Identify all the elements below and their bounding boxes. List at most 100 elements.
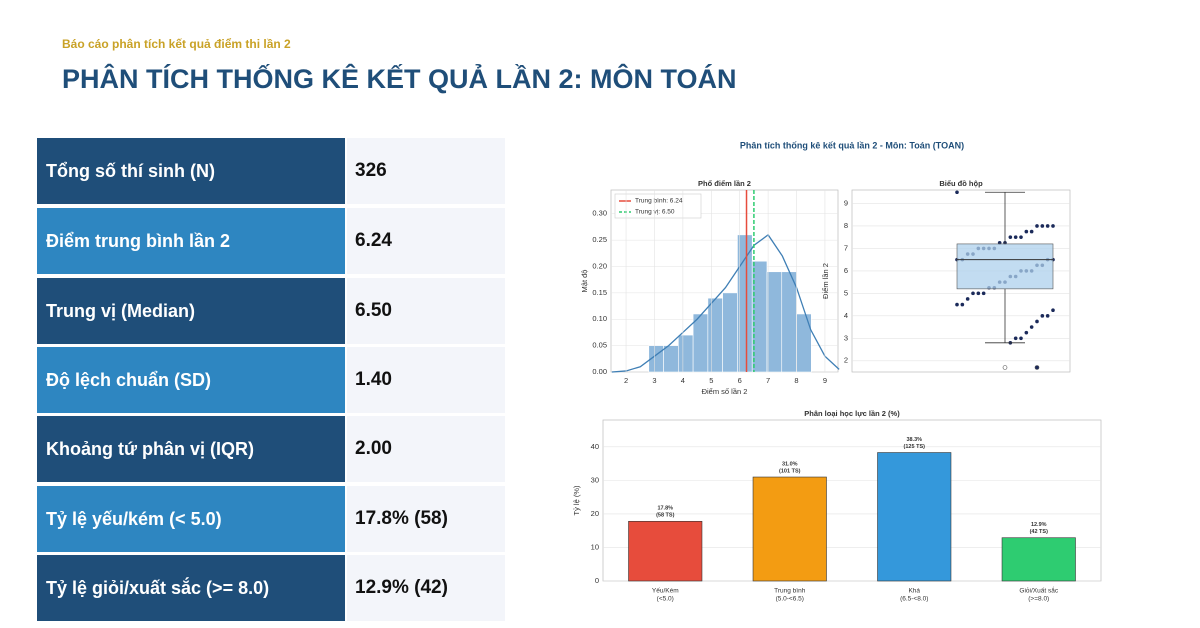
x-tick-label: Khá — [908, 588, 920, 595]
y-tick-label: 0.15 — [592, 288, 607, 297]
label-cell: Trung vị (Median) — [37, 278, 345, 344]
table-row: Khoảng tứ phân vị (IQR) 2.00 — [37, 416, 505, 482]
count-label: (58 TS) — [656, 513, 675, 519]
bar — [663, 345, 679, 373]
value-cell: 6.24 — [347, 208, 505, 274]
table-row: Độ lệch chuẩn (SD) 1.40 — [37, 347, 505, 413]
count-label: (42 TS) — [1030, 529, 1049, 535]
y-tick-label: 20 — [591, 509, 599, 518]
x-tick-sublabel: (6.5-<8.0) — [900, 596, 928, 603]
table-row: Tỷ lệ yếu/kém (< 5.0) 17.8% (58) — [37, 486, 505, 552]
y-tick-label: 0.00 — [592, 367, 607, 376]
x-tick-label: 5 — [709, 376, 713, 385]
box — [956, 243, 1054, 290]
y-axis-label: Điểm lần 2 — [821, 263, 830, 299]
point — [1035, 319, 1039, 324]
outlier — [1002, 365, 1008, 370]
table-row: Trung vị (Median) 6.50 — [37, 278, 505, 344]
point — [955, 302, 959, 307]
count-label: (125 TS) — [904, 444, 926, 450]
bar — [752, 476, 827, 582]
value-cell: 12.9% (42) — [347, 555, 505, 621]
point — [965, 297, 970, 301]
bar — [692, 313, 709, 373]
point — [1008, 235, 1013, 239]
label-cell: Điểm trung bình lần 2 — [37, 208, 345, 274]
point — [1019, 235, 1023, 239]
point — [1013, 336, 1018, 341]
value-label: 31.0% — [782, 461, 798, 467]
x-tick-label: 2 — [624, 376, 628, 385]
kde-line — [611, 233, 840, 373]
value-cell: 17.8% (58) — [347, 486, 505, 552]
x-axis-label: Điểm số lần 2 — [702, 387, 748, 396]
x-tick-label: Trung bình — [774, 588, 806, 595]
legend-label: Trung vị: 6.50 — [635, 209, 675, 216]
value-label: 17.8% — [657, 506, 673, 512]
y-axis-label: Tỷ lệ (%) — [572, 485, 581, 516]
value-label: 12.9% — [1031, 522, 1047, 528]
bar — [766, 271, 783, 373]
point — [981, 291, 986, 296]
chart-title: Phân loại học lực lần 2 (%) — [804, 409, 900, 418]
label-cell: Khoảng tứ phân vị (IQR) — [37, 416, 345, 482]
count-label: (101 TS) — [779, 468, 801, 474]
point — [1035, 224, 1039, 228]
point — [1051, 224, 1055, 228]
point — [960, 302, 965, 307]
x-tick-label: Giỏi/Xuất sắc — [1019, 586, 1058, 595]
value-label: 38.3% — [906, 437, 922, 443]
point — [1040, 314, 1045, 318]
legend-box — [614, 193, 702, 219]
y-tick-label: 6 — [844, 266, 848, 275]
label-cell: Tỷ lệ giỏi/xuất sắc (>= 8.0) — [37, 555, 345, 621]
y-tick-label: 0.30 — [592, 209, 607, 218]
y-tick-label: 0.05 — [592, 341, 607, 350]
table-row: Tỷ lệ giỏi/xuất sắc (>= 8.0) 12.9% (42) — [37, 555, 505, 621]
x-tick-sublabel: (5.0-<6.5) — [776, 596, 804, 603]
bar — [628, 520, 703, 582]
y-tick-label: 0.20 — [592, 261, 607, 270]
bar — [1001, 537, 1076, 582]
y-tick-label: 9 — [844, 198, 848, 207]
bar — [781, 271, 797, 373]
chart-title: Phổ điểm lần 2 — [698, 179, 751, 188]
y-tick-label: 0 — [595, 576, 599, 585]
point — [1013, 235, 1018, 239]
label-cell: Độ lệch chuẩn (SD) — [37, 347, 345, 413]
point — [1040, 224, 1045, 228]
y-tick-label: 3 — [844, 333, 848, 342]
value-cell: 1.40 — [347, 347, 505, 413]
bar — [678, 334, 694, 373]
x-tick-label: 7 — [766, 376, 770, 385]
y-tick-label: 0.10 — [592, 314, 607, 323]
x-tick-sublabel: (>=8.0) — [1028, 596, 1049, 603]
point — [1019, 336, 1023, 341]
y-tick-label: 2 — [844, 356, 848, 365]
x-tick-label: Yếu/Kém — [652, 586, 679, 595]
label-cell: Tổng số thí sinh (N) — [37, 138, 345, 204]
y-tick-label: 8 — [844, 221, 848, 230]
y-tick-label: 5 — [844, 288, 848, 297]
label-cell: Tỷ lệ yếu/kém (< 5.0) — [37, 486, 345, 552]
x-tick-sublabel: (<5.0) — [657, 596, 674, 603]
x-tick-label: 9 — [823, 376, 827, 385]
x-tick-label: 8 — [794, 376, 798, 385]
figure-title: Phân tích thống kê kết quả lần 2 - Môn: … — [740, 140, 964, 150]
value-cell: 326 — [347, 138, 505, 204]
y-tick-label: 7 — [844, 243, 848, 252]
value-cell: 6.50 — [347, 278, 505, 344]
point — [1051, 308, 1055, 313]
title: PHÂN TÍCH THỐNG KÊ KẾT QUẢ LẦN 2: MÔN TO… — [62, 64, 737, 94]
bar — [877, 452, 952, 582]
y-axis-label: Mật độ — [580, 270, 589, 293]
bar — [722, 292, 738, 373]
y-tick-label: 40 — [591, 442, 599, 451]
y-tick-label: 30 — [591, 475, 599, 484]
chart-title: Biểu đồ hộp — [939, 179, 983, 188]
outlier — [1034, 365, 1040, 370]
y-tick-label: 4 — [844, 311, 848, 320]
bar — [796, 313, 812, 373]
